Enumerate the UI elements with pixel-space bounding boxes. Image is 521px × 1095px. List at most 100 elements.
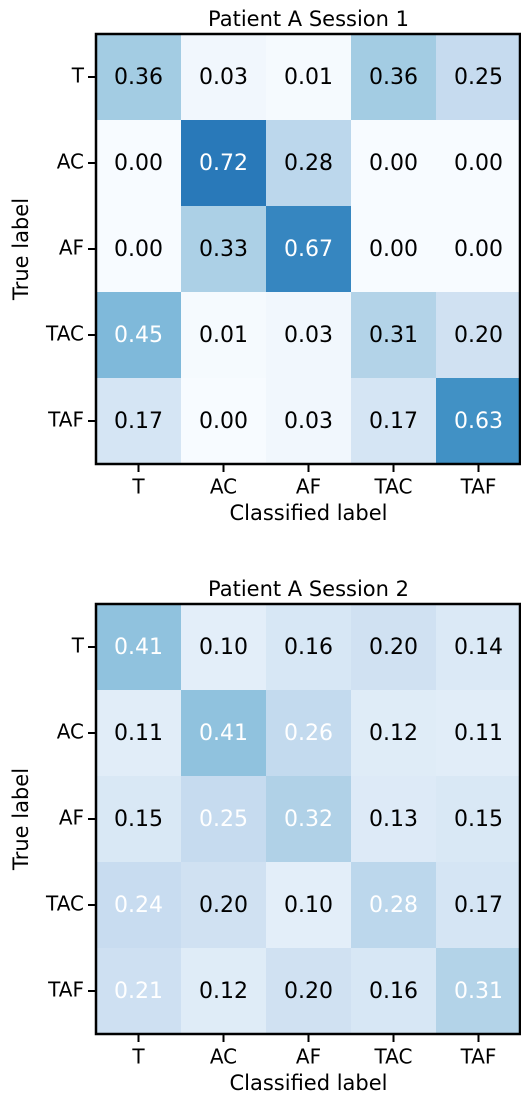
heatmap-cell	[351, 776, 437, 863]
cell-label: 0.03	[284, 409, 333, 434]
heatmap-cell	[436, 604, 521, 691]
cell-label: 0.20	[284, 979, 333, 1004]
x-tick-label: T	[131, 1045, 145, 1069]
heatmap-cell	[181, 948, 267, 1035]
cell-label: 0.31	[369, 323, 418, 348]
heatmap-cell	[266, 862, 352, 949]
cell-label: 0.33	[199, 237, 248, 262]
y-tick-label: TAC	[45, 892, 84, 916]
cell-label: 0.14	[454, 635, 503, 660]
heatmap-cell	[436, 34, 521, 121]
heatmap-cell	[181, 292, 267, 379]
cell-label: 0.13	[369, 807, 418, 832]
cell-label: 0.00	[454, 237, 503, 262]
heatmap-cell	[266, 604, 352, 691]
cell-label: 0.36	[114, 65, 163, 90]
heatmap-cell	[96, 776, 182, 863]
x-axis-label: Classified label	[229, 501, 387, 525]
heatmap-cell	[181, 690, 267, 777]
cell-label: 0.00	[369, 151, 418, 176]
cell-label: 0.11	[454, 721, 503, 746]
cell-label: 0.00	[369, 237, 418, 262]
cell-label: 0.01	[284, 65, 333, 90]
heatmap-cell	[266, 948, 352, 1035]
y-tick-label: T	[71, 64, 85, 88]
x-tick-label: AF	[296, 1045, 321, 1069]
heatmap-cell	[436, 690, 521, 777]
heatmap-cell	[266, 120, 352, 207]
cell-label: 0.16	[369, 979, 418, 1004]
cell-label: 0.21	[114, 979, 163, 1004]
x-tick-label: AC	[210, 475, 237, 499]
heatmap-cell	[266, 378, 352, 465]
cell-label: 0.67	[284, 237, 333, 262]
cell-label: 0.15	[114, 807, 163, 832]
heatmap-cell	[266, 690, 352, 777]
heatmap-cell	[181, 776, 267, 863]
cell-label: 0.15	[454, 807, 503, 832]
heatmap-cell	[266, 34, 352, 121]
y-tick-label: AF	[59, 806, 84, 830]
heatmap-cell	[436, 948, 521, 1035]
y-tick-label: TAF	[47, 408, 84, 432]
cell-label: 0.24	[114, 893, 163, 918]
heatmap-cell	[181, 120, 267, 207]
heatmap-cell	[351, 120, 437, 207]
x-tick-label: T	[131, 475, 145, 499]
x-tick-label: TAC	[374, 475, 413, 499]
x-axis-label: Classified label	[229, 1071, 387, 1095]
cell-label: 0.41	[114, 635, 163, 660]
heatmap-cell	[181, 206, 267, 293]
cell-label: 0.17	[454, 893, 503, 918]
cell-label: 0.31	[454, 979, 503, 1004]
heatmap-cell	[181, 378, 267, 465]
cell-label: 0.12	[369, 721, 418, 746]
heatmap-cell	[181, 34, 267, 121]
heatmap-cell	[351, 34, 437, 121]
y-tick-label: TAC	[45, 322, 84, 346]
heatmap-cell	[96, 690, 182, 777]
cell-label: 0.20	[199, 893, 248, 918]
x-tick-label: TAF	[460, 1045, 497, 1069]
x-tick-label: AC	[210, 1045, 237, 1069]
cell-label: 0.16	[284, 635, 333, 660]
heatmap-cell	[351, 862, 437, 949]
heatmap-cell	[436, 206, 521, 293]
y-tick-label: T	[71, 634, 85, 658]
heatmap-cell	[266, 776, 352, 863]
cell-label: 0.25	[454, 65, 503, 90]
heatmap-cell	[96, 120, 182, 207]
x-tick-label: TAC	[374, 1045, 413, 1069]
chart-title: Patient A Session 1	[208, 7, 409, 31]
cell-label: 0.00	[114, 151, 163, 176]
heatmap-cell	[96, 34, 182, 121]
cell-label: 0.01	[199, 323, 248, 348]
heatmap-cell	[351, 690, 437, 777]
heatmap-cell	[96, 378, 182, 465]
y-tick-label: AC	[57, 150, 84, 174]
heatmap-cell	[351, 206, 437, 293]
y-tick-label: TAF	[47, 978, 84, 1002]
heatmap-cell	[436, 378, 521, 465]
heatmap-cell	[96, 292, 182, 379]
chart-title: Patient A Session 2	[208, 577, 409, 601]
heatmap-cell	[436, 776, 521, 863]
heatmap-cell	[266, 292, 352, 379]
heatmap-cell	[96, 604, 182, 691]
cell-label: 0.00	[114, 237, 163, 262]
heatmap-cell	[96, 948, 182, 1035]
cell-label: 0.00	[199, 409, 248, 434]
cell-label: 0.32	[284, 807, 333, 832]
y-axis-label: True label	[9, 768, 33, 871]
heatmap-cell	[436, 862, 521, 949]
x-tick-label: TAF	[460, 475, 497, 499]
heatmap-cell	[181, 604, 267, 691]
cell-label: 0.00	[454, 151, 503, 176]
heatmap-cell	[96, 206, 182, 293]
cell-label: 0.20	[454, 323, 503, 348]
heatmap-cell	[351, 292, 437, 379]
heatmap-cell	[436, 292, 521, 379]
heatmap-cell	[181, 862, 267, 949]
cell-label: 0.36	[369, 65, 418, 90]
